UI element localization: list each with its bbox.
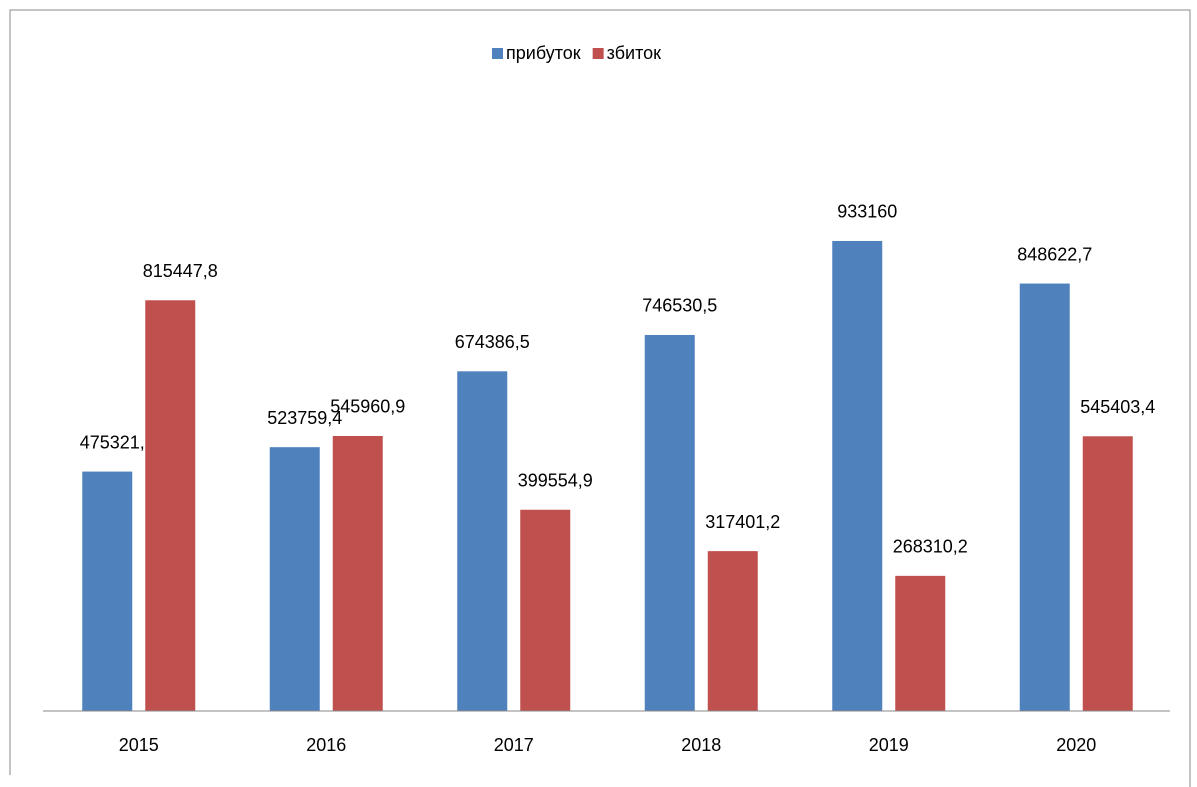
bar: [269, 447, 320, 711]
bar: [644, 334, 695, 711]
legend-label: збиток: [607, 43, 661, 63]
bar: [1082, 436, 1133, 711]
legend-label: прибуток: [506, 43, 581, 63]
data-label: 933160: [837, 202, 897, 222]
data-label: 815447,8: [143, 261, 218, 281]
bar: [895, 575, 946, 711]
data-label: 848622,7: [1017, 244, 1092, 264]
data-label: 674386,5: [455, 332, 530, 352]
x-tick-label: 2018: [681, 735, 721, 755]
bar: [832, 240, 883, 712]
chart-frame: [9, 9, 1191, 787]
x-tick-label: 2017: [494, 735, 534, 755]
legend-swatch: [592, 48, 604, 59]
data-label: 545403,4: [1080, 397, 1155, 417]
x-tick-label: 2020: [1056, 735, 1096, 755]
legend-swatch: [492, 48, 503, 59]
x-tick-label: 2015: [119, 735, 159, 755]
bar: [82, 471, 133, 711]
bar: [145, 300, 196, 711]
data-label: 545960,9: [330, 397, 405, 417]
bar: [1019, 283, 1070, 711]
bar: [707, 551, 758, 711]
bar: [520, 509, 571, 711]
bar: [332, 435, 383, 711]
data-label: 523759,4: [267, 408, 342, 428]
data-label: 746530,5: [642, 296, 717, 316]
bar: [457, 371, 508, 711]
x-tick-label: 2019: [869, 735, 909, 755]
data-label: 268310,2: [893, 537, 968, 557]
data-label: 317401,2: [705, 512, 780, 532]
x-tick-label: 2016: [306, 735, 346, 755]
data-label: 475321,2: [80, 432, 155, 452]
data-label: 399554,9: [518, 470, 593, 490]
